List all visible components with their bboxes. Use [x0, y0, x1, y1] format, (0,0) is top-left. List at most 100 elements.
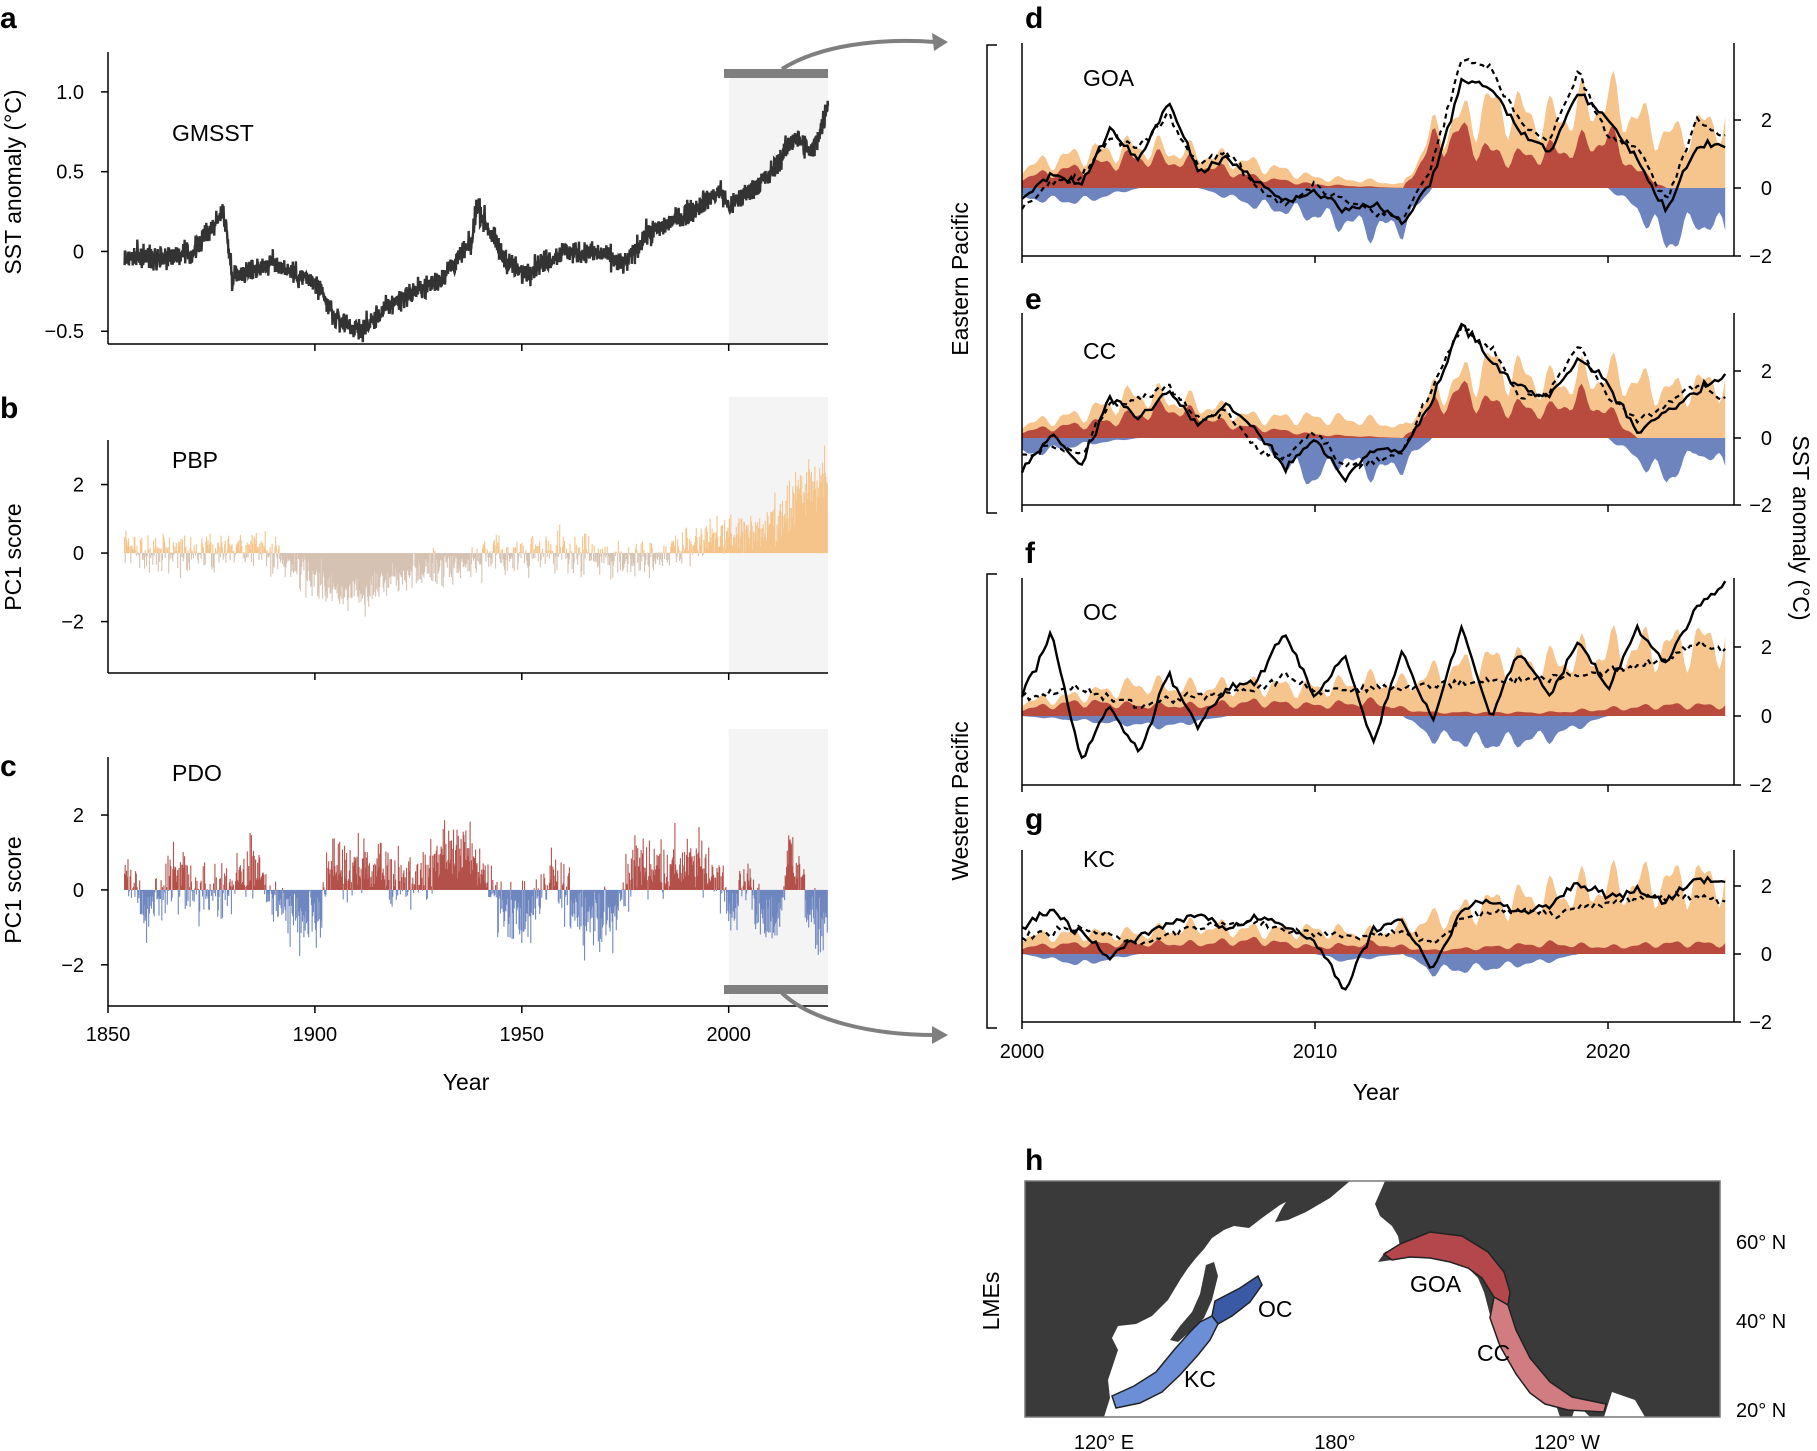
lat-tick-60: 60° N [1736, 1232, 1786, 1254]
shaded-period-a [728, 69, 828, 344]
xlabel-left: Year [443, 1069, 490, 1095]
lat-tick-20: 20° N [1736, 1400, 1786, 1422]
xlabel-right: Year [1353, 1079, 1400, 1105]
axes-c: 2 0 −2 1850 1900 1950 2000 [61, 757, 828, 1046]
line-dashed-g [1021, 890, 1726, 946]
area-orange-g [1022, 859, 1726, 954]
series-label-pbp: PBP [172, 447, 218, 473]
panel-f-oc: 2 0 −2 [1020, 578, 1772, 797]
ytick-label-d-0: 2 [1761, 110, 1772, 132]
ytick-label-g-1: 0 [1761, 944, 1772, 966]
area-red-g [1022, 936, 1726, 954]
line-solid-f [1020, 580, 1727, 760]
xtick-label-c-2: 1950 [500, 1024, 545, 1046]
series-label-cc: CC [1083, 338, 1116, 364]
shaded-period-c [728, 729, 828, 1006]
map-frame [1024, 1180, 1721, 1418]
xtick-label-g-2: 2020 [1586, 1041, 1631, 1063]
line-dashed-f [1021, 639, 1726, 709]
panel-label-f: f [1025, 537, 1036, 570]
lat-tick-40: 40° N [1736, 1311, 1786, 1333]
ytick-label-g-0: 2 [1761, 876, 1772, 898]
panel-a-gmsst: a 1.0 0.5 0 −0.5 GMSST SST anomaly (°C) [0, 2, 830, 351]
map-ylabel: LMEs [978, 1272, 1004, 1331]
bracket-eastern [986, 44, 997, 514]
panel-e-cc: 2 0 −2 [1020, 313, 1772, 517]
panel-label-b: b [0, 392, 18, 425]
line-dashed-e [1022, 324, 1726, 470]
lon-tick-120e: 120° E [1074, 1432, 1134, 1451]
ytick-label-f-0: 2 [1761, 637, 1772, 659]
ytick-label-a-2: 0 [73, 241, 84, 263]
ytick-label-e-1: 0 [1761, 428, 1772, 450]
highlight-bar-top [724, 69, 828, 78]
series-label-pdo: PDO [172, 760, 222, 786]
area-blue-g [1022, 954, 1726, 977]
panel-label-a: a [0, 2, 17, 35]
area-red-f [1022, 697, 1726, 716]
map-label-cc: CC [1477, 1340, 1510, 1366]
panel-label-e: e [1025, 283, 1042, 316]
series-label-gmsst: GMSST [172, 120, 254, 146]
connector-arrows [780, 33, 948, 1044]
bracket-western [986, 573, 997, 1029]
panel-label-d: d [1025, 2, 1043, 35]
ytick-label-f-2: −2 [1749, 775, 1772, 797]
group-label-eastern: Eastern Pacific [947, 202, 973, 355]
arrow-bottom [780, 991, 936, 1037]
gmsst-line [123, 100, 830, 343]
series-label-kc: KC [1083, 846, 1115, 872]
land-kamchatka [1275, 1181, 1350, 1222]
panel-c-pdo: c 2 0 −2 1850 1900 1950 2000 PDO PC1 score Yea… [0, 729, 828, 1095]
panel-g-kc: 2 0 −2 2000 2010 2020 [1000, 850, 1772, 1063]
pdo-bars [124, 820, 828, 961]
map-label-kc: KC [1184, 1366, 1216, 1392]
line-solid-d [1021, 77, 1726, 226]
panel-label-c: c [0, 750, 17, 783]
map-label-goa: GOA [1410, 1271, 1462, 1297]
land-japan [1170, 1262, 1218, 1342]
arrow-top [780, 38, 936, 71]
xtick-label-g-1: 2010 [1293, 1041, 1338, 1063]
xtick-label-g-0: 2000 [1000, 1041, 1045, 1063]
panel-h-map: GOA CC OC KC 60° N 40° N 20° N 120° E 18… [978, 1180, 1786, 1451]
ytick-label-d-1: 0 [1761, 178, 1772, 200]
lon-tick-180: 180° [1314, 1432, 1355, 1451]
ytick-label-b-1: 0 [73, 543, 84, 565]
ytick-label-g-2: −2 [1749, 1012, 1772, 1034]
line-solid-g [1021, 875, 1726, 991]
ytick-label-c-0: 2 [73, 805, 84, 827]
lme-cc [1489, 1295, 1607, 1413]
ytick-label-c-1: 0 [73, 880, 84, 902]
series-label-oc: OC [1083, 599, 1118, 625]
ytick-label-b-0: 2 [73, 475, 84, 497]
area-blue-f [1022, 716, 1726, 749]
line-dashed-d [1021, 57, 1726, 221]
panel-label-g: g [1025, 803, 1043, 836]
area-blue-d [1022, 188, 1726, 249]
panel-b-pbp: b 2 0 −2 PBP PC1 score [0, 392, 828, 680]
xtick-label-c-3: 2000 [706, 1024, 751, 1046]
area-blue-e [1022, 438, 1726, 485]
pbp-bars [124, 445, 828, 617]
ytick-label-d-2: −2 [1749, 246, 1772, 268]
ytick-label-b-2: −2 [61, 612, 84, 634]
line-solid-e [1020, 322, 1727, 484]
xtick-label-c-1: 1900 [293, 1024, 338, 1046]
axes-b: 2 0 −2 [61, 440, 828, 680]
ylabel-a: SST anomaly (°C) [0, 89, 26, 274]
lme-kc [1111, 1315, 1219, 1409]
arrow-top-head [932, 33, 948, 51]
arrow-bottom-head [932, 1026, 948, 1044]
series-label-goa: GOA [1083, 65, 1135, 91]
panel-label-h: h [1025, 1144, 1043, 1177]
ytick-label-a-1: 0.5 [56, 162, 84, 184]
ytick-label-f-1: 0 [1761, 706, 1772, 728]
xtick-label-c-0: 1850 [86, 1024, 131, 1046]
ylabel-c: PC1 score [0, 836, 26, 943]
ytick-label-a-0: 1.0 [56, 82, 84, 104]
ytick-label-a-3: −0.5 [45, 321, 84, 343]
ytick-label-c-2: −2 [61, 955, 84, 977]
ytick-label-e-0: 2 [1761, 361, 1772, 383]
lon-tick-120w: 120° W [1534, 1432, 1600, 1451]
